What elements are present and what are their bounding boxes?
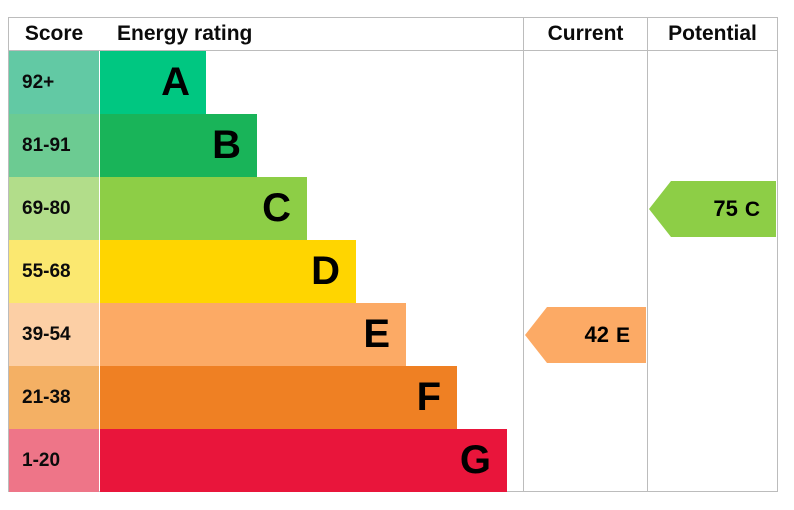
band-row-g: 1-20 G (9, 429, 523, 492)
score-cell-a: 92+ (9, 51, 99, 114)
band-row-c: 69-80 C (9, 177, 523, 240)
band-bar-c: C (100, 177, 307, 240)
potential-rating-arrow: 75 C (649, 181, 776, 237)
band-bar-g: G (100, 429, 507, 492)
band-bar-b: B (100, 114, 257, 177)
header-current: Current (523, 18, 647, 50)
current-rating-arrow-score: 42 (584, 322, 609, 347)
current-rating-arrow-band: E (615, 324, 630, 347)
score-cell-f: 21-38 (9, 366, 99, 429)
score-cell-c: 69-80 (9, 177, 99, 240)
band-row-a: 92+ A (9, 51, 523, 114)
band-row-d: 55-68 D (9, 240, 523, 303)
band-bar-a: A (100, 51, 206, 114)
score-cell-b: 81-91 (9, 114, 99, 177)
band-row-b: 81-91 B (9, 114, 523, 177)
band-bar-e: E (100, 303, 406, 366)
header-energy-rating: Energy rating (117, 22, 253, 45)
potential-rating-arrow-band: C (744, 198, 760, 221)
score-cell-e: 39-54 (9, 303, 99, 366)
band-row-e: 39-54 E (9, 303, 523, 366)
score-cell-d: 55-68 (9, 240, 99, 303)
potential-rating-arrow-score: 75 (713, 196, 738, 221)
header-score: Score (24, 22, 84, 45)
band-row-f: 21-38 F (9, 366, 523, 429)
header-potential: Potential (647, 18, 777, 50)
chart-header-row: Score Energy rating Current Potential (9, 18, 777, 51)
epc-rating-chart: Score Energy rating Current Potential 92… (8, 17, 778, 492)
current-rating-arrow: 42 E (525, 307, 646, 363)
band-bar-f: F (100, 366, 457, 429)
score-cell-g: 1-20 (9, 429, 99, 492)
column-divider-potential (647, 51, 648, 492)
column-divider-current (523, 51, 524, 492)
band-bar-d: D (100, 240, 356, 303)
